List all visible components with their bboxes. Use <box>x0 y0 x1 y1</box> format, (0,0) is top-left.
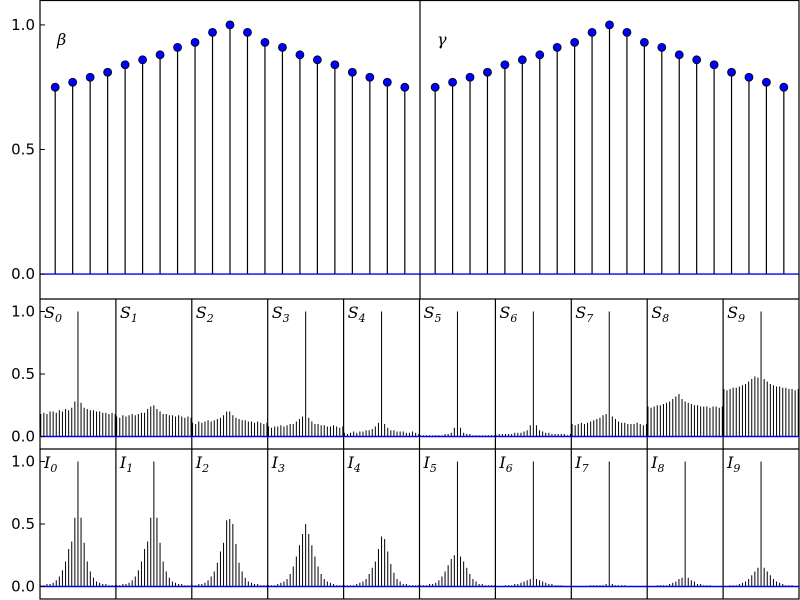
i-3-label: I3 <box>271 453 285 475</box>
i-panel-5: I5 <box>419 453 496 588</box>
top-1-marker-15 <box>692 55 702 65</box>
s-4-label: S4 <box>348 303 366 325</box>
s-6-label: S6 <box>499 303 517 325</box>
top-ytick-label-2: 1.0 <box>11 16 35 34</box>
top-0-marker-2 <box>85 72 95 82</box>
top-0-label: β <box>56 30 66 49</box>
i-panel-7: I7 <box>571 453 648 588</box>
top-1-marker-9 <box>587 27 597 37</box>
s-1-label: S1 <box>120 303 138 325</box>
i-ytick-label-2: 1.0 <box>11 453 35 471</box>
s-panel-8: S8 <box>647 303 724 438</box>
top-0-marker-6 <box>155 50 165 60</box>
top-0-marker-11 <box>243 27 252 37</box>
s-ytick-label-0: 0.0 <box>11 428 35 446</box>
top-1-marker-16 <box>709 60 719 70</box>
s-ytick-label-1: 0.5 <box>11 365 35 383</box>
s-panel-1: S1 <box>115 303 192 438</box>
top-ytick-label-1: 0.5 <box>11 141 35 159</box>
i-panel-6: I6 <box>495 453 572 588</box>
top-0-marker-5 <box>138 55 148 65</box>
top-0-marker-15 <box>312 55 322 65</box>
top-1-marker-2 <box>465 72 475 82</box>
s-panel-5: S5 <box>419 303 496 438</box>
i-6-label: I6 <box>498 453 512 475</box>
top-panel-0: β <box>40 20 420 275</box>
i-ytick-label-0: 0.0 <box>11 578 35 596</box>
i-ytick-label-1: 0.5 <box>11 515 35 533</box>
top-1-label: γ <box>437 30 447 49</box>
top-0-marker-1 <box>68 77 78 87</box>
i-7-label: I7 <box>574 453 588 475</box>
top-1-marker-3 <box>483 67 492 77</box>
top-ytick-label-0: 0.0 <box>11 265 35 283</box>
top-1-marker-11 <box>622 27 632 37</box>
i-2-label: I2 <box>195 453 209 475</box>
s-panel-7: S7 <box>571 303 648 438</box>
i-4-label: I4 <box>347 453 361 475</box>
s-2-label: S2 <box>196 303 214 325</box>
top-1-marker-5 <box>517 55 527 65</box>
top-1-marker-12 <box>639 37 649 47</box>
i-9-label: I9 <box>726 453 740 475</box>
top-1-marker-0 <box>430 82 440 92</box>
top-0-marker-13 <box>278 42 287 52</box>
s-0-label: S0 <box>44 303 62 325</box>
i-0-label: I0 <box>43 453 57 475</box>
i-panel-8: I8 <box>647 453 724 588</box>
top-1-marker-10 <box>605 20 614 30</box>
top-0-marker-10 <box>225 20 235 30</box>
top-0-marker-12 <box>260 37 270 47</box>
top-0-marker-4 <box>120 60 130 70</box>
top-1-marker-8 <box>570 37 580 47</box>
i-panel-0: I0 <box>40 453 116 588</box>
s-panel-2: S2 <box>191 303 268 438</box>
top-1-marker-6 <box>535 50 545 60</box>
i-8-label: I8 <box>650 453 664 475</box>
top-1-marker-13 <box>657 42 667 52</box>
top-0-marker-20 <box>400 82 410 92</box>
top-0-marker-9 <box>208 27 217 37</box>
top-1-marker-20 <box>779 82 789 92</box>
i-1-label: I1 <box>119 453 133 475</box>
i-panel-4: I4 <box>343 453 420 588</box>
top-1-marker-7 <box>552 42 562 52</box>
top-0-marker-16 <box>330 60 340 70</box>
top-1-marker-18 <box>744 72 754 82</box>
top-0-marker-7 <box>173 42 182 52</box>
top-0-marker-18 <box>365 72 375 82</box>
top-0-marker-19 <box>382 77 392 87</box>
top-1-marker-14 <box>674 50 684 60</box>
s-panel-6: S6 <box>495 303 572 438</box>
top-1-marker-1 <box>448 77 457 87</box>
s-panel-4: S4 <box>343 303 420 438</box>
top-panel-1: γ <box>420 20 799 275</box>
s-ytick-label-2: 1.0 <box>11 303 35 321</box>
s-panel-3: S3 <box>267 303 344 438</box>
top-1-marker-4 <box>500 60 510 70</box>
s-5-label: S5 <box>424 303 442 325</box>
i-panel-9: I9 <box>723 453 799 588</box>
top-1-marker-17 <box>727 67 736 77</box>
top-0-marker-14 <box>295 50 305 60</box>
s-9-label: S9 <box>727 303 745 325</box>
s-panel-0: S0 <box>40 303 116 438</box>
i-panel-1: I1 <box>115 453 192 588</box>
top-0-marker-3 <box>103 67 113 77</box>
s-panel-9: S9 <box>723 303 799 438</box>
i-5-label: I5 <box>423 453 437 475</box>
s-3-label: S3 <box>272 303 290 325</box>
i-panel-2: I2 <box>191 453 268 588</box>
top-0-marker-17 <box>347 67 357 77</box>
top-0-marker-8 <box>190 37 200 47</box>
s-8-label: S8 <box>651 303 669 325</box>
top-0-marker-0 <box>50 82 60 92</box>
s-7-label: S7 <box>575 303 593 325</box>
i-panel-3: I3 <box>267 453 344 588</box>
top-1-marker-19 <box>762 77 771 87</box>
